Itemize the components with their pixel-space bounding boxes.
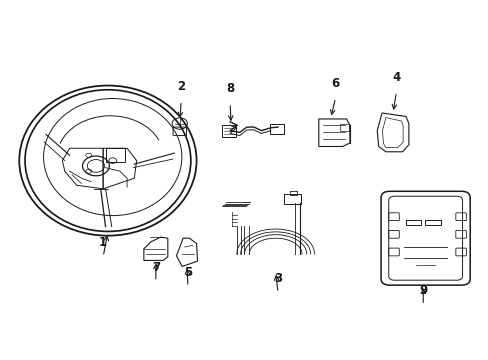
Text: 2: 2 — [177, 80, 185, 93]
Text: 6: 6 — [331, 77, 339, 90]
Text: 7: 7 — [151, 261, 160, 274]
Text: 4: 4 — [391, 71, 400, 84]
Text: 3: 3 — [273, 272, 282, 285]
Text: 8: 8 — [225, 82, 234, 95]
Text: 1: 1 — [99, 236, 107, 249]
Text: 9: 9 — [418, 284, 427, 297]
Text: 5: 5 — [183, 266, 192, 279]
